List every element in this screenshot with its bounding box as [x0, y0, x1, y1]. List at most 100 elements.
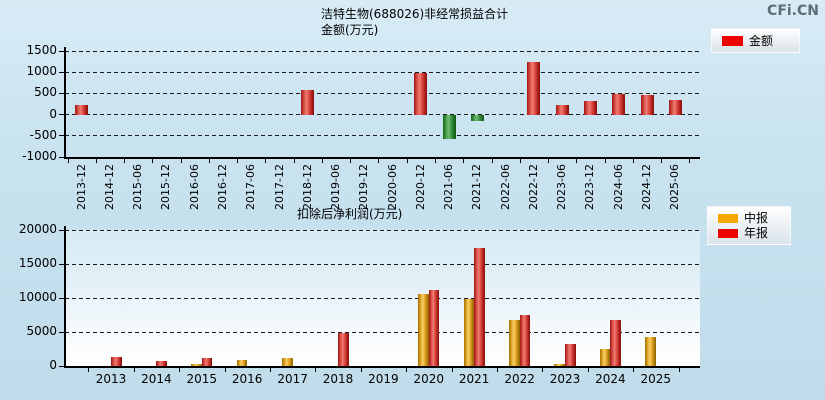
bar-金额-2021-06 [442, 114, 456, 139]
x-axis-line [65, 157, 700, 159]
bar-年报-2013 [111, 357, 122, 366]
x-axis-label: 2018 [322, 372, 354, 386]
x-axis-tick [152, 159, 154, 163]
y-axis-label: 0 [49, 106, 57, 121]
y-axis-line [64, 226, 66, 368]
x-axis-tick [496, 368, 498, 372]
x-axis-tick [179, 368, 181, 372]
y-axis-tick [59, 331, 65, 333]
x-axis-tick [265, 159, 267, 163]
x-axis-label: 2024 [595, 372, 626, 386]
y-axis-label: 10000 [18, 290, 57, 304]
bar-中报-2025 [645, 336, 656, 366]
x-axis-tick [661, 159, 663, 163]
gridline [65, 114, 700, 116]
y-axis-tick [59, 50, 65, 52]
top-chart-title-block: 洁特生物(688026)非经常损益合计 金额(万元) [321, 6, 508, 38]
y-axis-tick [59, 263, 65, 265]
x-axis-label: 2016 [231, 372, 263, 386]
cfi-logo: CFi.CN [767, 3, 819, 19]
y-axis-label: 5000 [26, 324, 57, 338]
x-axis-tick [463, 159, 465, 163]
bottom-chart-title: 扣除后净利润(万元) [297, 207, 403, 221]
legend-swatch-annual-icon [718, 228, 738, 238]
x-axis-tick [133, 368, 135, 372]
y-axis-tick [59, 71, 65, 73]
legend-swatch-amount-icon [722, 35, 743, 46]
bar-金额-2022-12 [527, 61, 541, 115]
legend-label-interim: 中报 [744, 211, 769, 225]
y-axis-label: 1000 [26, 64, 57, 79]
bar-中报-2020 [418, 293, 429, 366]
x-axis-tick [587, 368, 589, 372]
x-axis-label: 2019 [368, 372, 399, 386]
x-axis-label: 2017 [277, 372, 308, 386]
top-chart-subtitle: 金额(万元) [321, 23, 379, 37]
bar-金额-2023-06 [555, 104, 569, 115]
y-axis-tick [59, 229, 65, 231]
y-axis-tick [59, 114, 65, 116]
bar-中报-2015 [191, 364, 202, 366]
bar-年报-2024 [610, 319, 622, 366]
y-axis-tick [59, 365, 65, 367]
y-axis-tick [59, 135, 65, 137]
top-chart-title: 洁特生物(688026)非经常损益合计 [321, 7, 509, 21]
x-axis-tick [406, 159, 408, 163]
x-axis-tick [88, 368, 90, 372]
x-axis-label: 2023 [549, 372, 581, 386]
bar-年报-2015 [201, 357, 213, 366]
y-axis-label: 0 [49, 358, 57, 372]
bar-金额-2020-12 [414, 72, 428, 115]
x-axis-tick [576, 159, 578, 163]
x-axis-line [65, 366, 700, 368]
y-axis-label: 15000 [18, 256, 57, 270]
bar-年报-2018 [338, 333, 349, 366]
x-axis-tick [604, 159, 606, 163]
x-axis-tick [224, 368, 226, 372]
bottom-chart-legend: 中报 年报 [707, 206, 791, 245]
legend-entry-interim: 中报 [718, 212, 790, 224]
x-axis-tick [208, 159, 210, 163]
legend-label-annual: 年报 [744, 226, 769, 240]
gridline [65, 71, 700, 73]
bar-金额-2024-06 [612, 94, 626, 115]
x-axis-tick [95, 159, 97, 163]
bar-年报-2023 [565, 344, 576, 366]
top-chart-legend: 金额 [711, 28, 800, 53]
y-axis-line [64, 47, 66, 159]
x-axis-tick [519, 159, 521, 163]
y-axis-tick [59, 92, 65, 94]
bar-中报-2022 [508, 320, 520, 366]
bar-年报-2021 [474, 247, 485, 366]
y-axis-label: 1500 [26, 43, 57, 57]
bar-金额-2025-06 [668, 100, 682, 115]
legend-swatch-interim-icon [718, 213, 738, 223]
y-axis-label: 20000 [18, 222, 57, 236]
bar-金额-2023-12 [583, 100, 597, 115]
gridline [65, 297, 700, 299]
x-axis-label: 2021 [458, 372, 490, 386]
x-axis-tick [67, 159, 69, 163]
x-axis-label: 2013 [95, 372, 127, 386]
x-axis-tick [678, 368, 680, 372]
y-axis-tick [59, 156, 65, 158]
bar-中报-2021 [463, 298, 475, 366]
legend-entry-amount: 金额 [722, 35, 799, 47]
x-axis-label: 2014 [141, 372, 172, 386]
x-axis-tick [491, 159, 493, 163]
bar-年报-2020 [428, 289, 440, 366]
legend-label-amount: 金额 [749, 33, 774, 48]
gridline [65, 135, 700, 137]
x-axis-tick [350, 159, 352, 163]
bar-金额-2021-12 [470, 114, 484, 122]
x-axis-tick [406, 368, 408, 372]
x-axis-tick [321, 159, 323, 163]
x-axis-tick [633, 368, 635, 372]
bar-年报-2022 [519, 315, 531, 366]
bar-中报-2023 [554, 363, 565, 366]
gridline [65, 263, 700, 265]
x-axis-tick [315, 368, 317, 372]
x-axis-label: 2020 [413, 372, 445, 386]
